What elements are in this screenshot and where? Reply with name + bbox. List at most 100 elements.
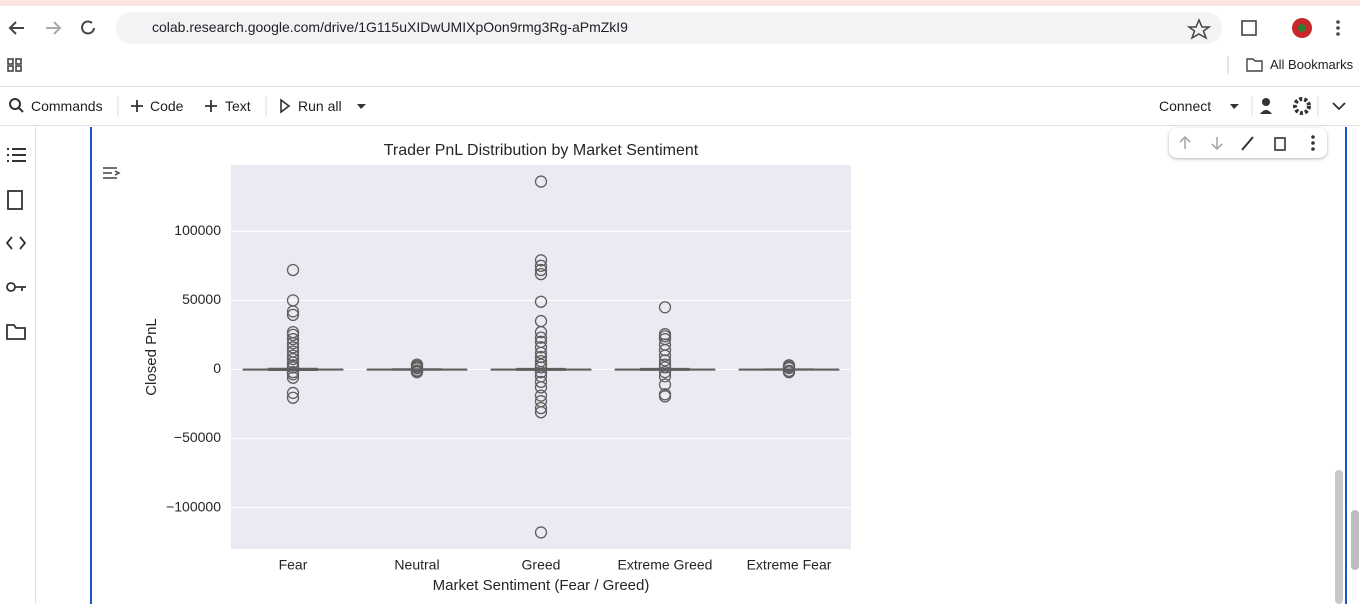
code-icon[interactable] (5, 236, 27, 250)
outlier (782, 361, 796, 375)
dropdown-icon[interactable] (1230, 104, 1239, 109)
y-tick-label: 100000 (174, 222, 221, 238)
menu-icon[interactable] (1336, 20, 1340, 36)
cell-scrollbar[interactable] (1335, 470, 1343, 604)
cell-toolbar-icons (1179, 135, 1315, 151)
share-icon[interactable] (1262, 98, 1270, 106)
outlier (534, 406, 548, 419)
outlier (286, 328, 300, 342)
outlier (658, 366, 672, 379)
delete-icon[interactable] (1274, 137, 1286, 151)
y-axis-label: Closed PnL (143, 318, 160, 396)
x-tick-label: Neutral (394, 557, 439, 573)
settings-icon[interactable] (1293, 97, 1311, 115)
browser-icons (1186, 18, 1340, 74)
play-icon (280, 98, 291, 114)
outlier (286, 337, 300, 350)
outlier (286, 305, 300, 318)
reload-icon[interactable] (81, 20, 95, 35)
outlier (410, 366, 424, 379)
apps-icon[interactable] (7, 58, 22, 72)
outlier (534, 254, 548, 267)
dropdown-icon[interactable] (357, 104, 366, 109)
outlier (534, 267, 548, 281)
sidebar-icons (5, 148, 27, 340)
outlier (286, 349, 300, 362)
output-icon[interactable] (100, 163, 124, 183)
outlier (658, 361, 672, 374)
outlier (658, 330, 672, 343)
plot-area (231, 165, 851, 549)
outlier (534, 361, 548, 374)
chart-title: Trader PnL Distribution by Market Sentim… (384, 142, 699, 159)
plus-icon (205, 100, 217, 112)
outlier (534, 263, 548, 277)
outlier (658, 354, 672, 367)
x-axis-label: Market Sentiment (Fear / Greed) (433, 577, 650, 594)
toc-icon[interactable] (7, 148, 26, 162)
outlier (534, 366, 548, 379)
commands-button[interactable]: Commands (31, 98, 103, 114)
outlier (534, 401, 548, 415)
page-scrollbar[interactable] (1351, 510, 1359, 570)
outlier (534, 259, 548, 272)
y-tick-label: 0 (213, 360, 221, 376)
outlier (534, 381, 548, 394)
outlier (286, 368, 300, 381)
bookmarks[interactable]: All Bookmarks (1270, 57, 1354, 72)
outlier (534, 358, 548, 371)
plus-icon (131, 100, 143, 112)
colab-toolbar (0, 86, 1360, 126)
x-tick-label: Greed (522, 557, 561, 573)
nav-icons (7, 20, 95, 72)
run-all-button[interactable]: Run all (298, 98, 342, 114)
collapse-icon[interactable] (1332, 102, 1346, 111)
outlier (286, 356, 300, 369)
search-handle (18, 107, 24, 113)
outlier (534, 325, 548, 339)
outlier (534, 175, 548, 188)
outlier (658, 301, 672, 314)
code-cell (90, 127, 1347, 604)
key-shaft (15, 286, 26, 291)
more-icon[interactable] (1311, 135, 1315, 151)
toolbar-icons (9, 96, 1346, 116)
x-tick-label: Extreme Fear (747, 557, 832, 573)
star-icon[interactable] (1186, 18, 1212, 40)
outlier (658, 349, 672, 362)
outlier (658, 358, 672, 371)
connect-button[interactable]: Connect (1159, 98, 1212, 114)
text-button[interactable]: Text (225, 98, 251, 114)
y-tick-label: −100000 (166, 498, 221, 514)
files-icon[interactable] (6, 324, 26, 340)
y-tick-label: 50000 (182, 291, 221, 307)
extensions-icon[interactable] (1241, 20, 1257, 36)
outlier (286, 391, 300, 404)
outlier (286, 341, 300, 354)
url: colab.research.google.com/drive/1G115uXI… (152, 19, 628, 35)
outlier (286, 308, 300, 322)
outlier (658, 378, 672, 391)
outlier (286, 371, 300, 384)
outlier (534, 295, 548, 308)
outlier (658, 390, 672, 403)
x-tick-label: Fear (279, 557, 308, 573)
outlier (534, 346, 548, 360)
outlier (782, 366, 796, 379)
outlier (534, 526, 548, 539)
back-icon[interactable] (8, 21, 24, 35)
find-icon[interactable] (7, 190, 23, 210)
forward-icon[interactable] (46, 21, 62, 35)
outlier (534, 341, 548, 354)
code-button[interactable]: Code (150, 98, 184, 114)
edit-icon[interactable] (1241, 136, 1254, 151)
move-up-icon[interactable] (1179, 135, 1191, 149)
address-bar[interactable] (116, 12, 1222, 44)
y-tick-label: −50000 (174, 429, 221, 445)
profile-dot (1298, 24, 1306, 32)
chart: Trader PnL Distribution by Market Sentim… (143, 142, 851, 594)
search-icon (9, 98, 21, 110)
move-down-icon[interactable] (1211, 137, 1223, 151)
outlier (534, 331, 548, 344)
tab-strip (0, 0, 1360, 6)
